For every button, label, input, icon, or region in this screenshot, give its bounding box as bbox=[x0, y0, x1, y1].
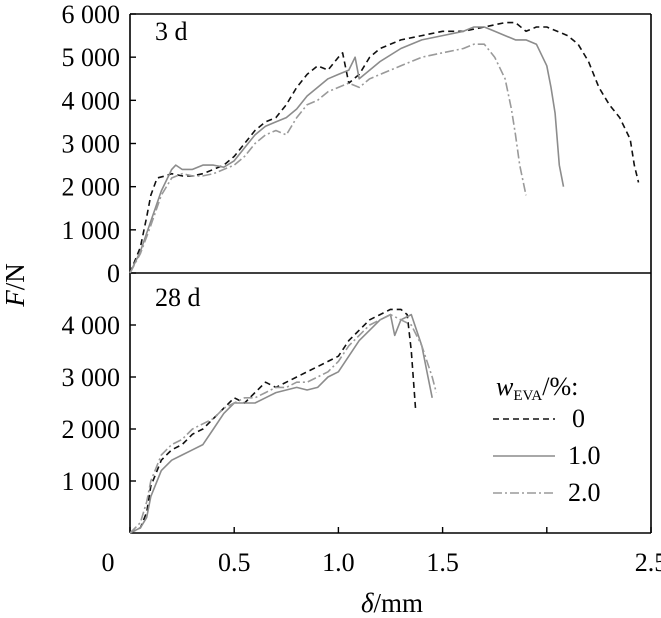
y-tick-label: 6 000 bbox=[62, 0, 121, 29]
legend-label: 2.0 bbox=[568, 478, 601, 507]
y-tick-label: 1 000 bbox=[62, 467, 121, 496]
panel-label-28d: 28 d bbox=[155, 283, 201, 312]
y-tick-label: 3 000 bbox=[62, 363, 121, 392]
series-line-3d-2-0 bbox=[129, 43, 527, 274]
legend-title: wEVA/%: bbox=[496, 372, 578, 404]
series-line-28d-2-0 bbox=[129, 313, 438, 534]
y-axis-symbol: F bbox=[0, 290, 30, 308]
x-tick-label: 0.5 bbox=[218, 548, 251, 577]
x-tick-label: 2.5 bbox=[635, 548, 661, 577]
y-tick-label: 2 000 bbox=[62, 173, 121, 202]
x-axis-title: δ/mm bbox=[361, 588, 423, 618]
x-tick-label: 1.5 bbox=[426, 548, 459, 577]
y-tick-label: 3 000 bbox=[62, 130, 121, 159]
legend-title-subscript: EVA bbox=[513, 388, 542, 404]
x-tick-label: 1.0 bbox=[322, 548, 355, 577]
legend-title-tail: /%: bbox=[542, 372, 578, 401]
y-tick-label: 1 000 bbox=[62, 216, 121, 245]
x-tick-label: 0 bbox=[102, 548, 115, 577]
x-axis-unit: /mm bbox=[374, 588, 424, 618]
y-tick-label: 4 000 bbox=[62, 86, 121, 115]
legend: wEVA/%: 0 1.0 2.0 bbox=[493, 372, 601, 507]
series-line-28d-0 bbox=[129, 308, 417, 534]
legend-label: 1.0 bbox=[568, 441, 601, 470]
y-tick-label: 5 000 bbox=[62, 43, 121, 72]
series-layer bbox=[129, 21, 640, 534]
y-tick-label: 0 bbox=[107, 259, 120, 288]
x-axis-symbol: δ bbox=[361, 588, 374, 618]
series-line-28d-1-0 bbox=[129, 313, 433, 534]
legend-label: 0 bbox=[572, 404, 585, 433]
series-line-3d-1-0 bbox=[129, 26, 565, 274]
y-axis-unit: /N bbox=[0, 263, 30, 290]
y-tick-label: 4 000 bbox=[62, 311, 121, 340]
y-tick-label: 2 000 bbox=[62, 415, 121, 444]
panel-label-3d: 3 d bbox=[155, 17, 188, 46]
legend-items: 0 1.0 2.0 bbox=[493, 404, 601, 507]
y-axis-title: F/N bbox=[0, 263, 30, 308]
legend-title-symbol: w bbox=[496, 372, 514, 401]
axis-ticks: 0 0.5 1.0 1.5 2.5 0 1 000 2 000 3 000 4 000 5 000 6… bbox=[62, 0, 661, 577]
series-line-3d-0 bbox=[129, 21, 640, 274]
